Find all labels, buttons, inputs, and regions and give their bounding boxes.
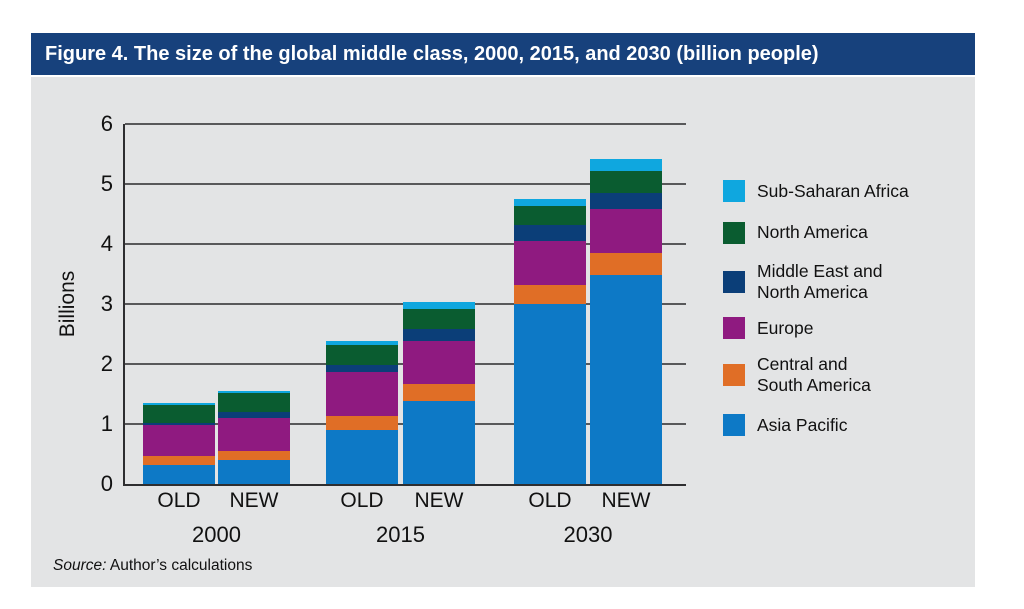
x-bar-label-2000-old: OLD [157, 489, 201, 512]
bar-2030-new [590, 158, 662, 484]
y-tick-label-2: 2 [100, 351, 113, 376]
bar-2015-new-segment-central-and-south-america [403, 383, 475, 402]
bar-2030-old-segment-central-and-south-america [514, 284, 586, 304]
plot-area [123, 123, 686, 486]
bar-2000-old-segment-central-and-south-america [143, 456, 215, 466]
bar-2030-new-segment-central-and-south-america [590, 253, 662, 275]
bar-2015-new-segment-sub-saharan-africa [403, 302, 475, 309]
bar-2000-old-segment-north-america [143, 404, 215, 423]
legend-label: Europe [757, 317, 814, 338]
bar-2000-old-segment-europe [143, 425, 215, 457]
source-note: Source: Author’s calculations [53, 557, 252, 575]
legend-label: Central and South America [757, 354, 871, 395]
bar-2015-new [403, 302, 475, 484]
bar-2000-new-segment-sub-saharan-africa [218, 391, 290, 393]
legend-swatch-asia-pacific [723, 414, 745, 436]
bar-2030-old-segment-sub-saharan-africa [514, 199, 586, 207]
y-tick-label-3: 3 [100, 291, 113, 316]
gridline-y6 [125, 123, 686, 125]
x-group-label-2000: 2000 [192, 522, 241, 547]
legend-item-central-and-south-america: Central and South America [723, 354, 871, 396]
x-group-label-2030: 2030 [563, 522, 613, 547]
bar-2015-old-segment-sub-saharan-africa [326, 341, 398, 346]
bar-2030-new-segment-sub-saharan-africa [590, 158, 662, 172]
bar-2000-new-segment-asia-pacific [218, 460, 290, 484]
bar-2030-new-segment-north-america [590, 171, 662, 194]
bar-2000-new [218, 391, 290, 484]
y-tick-label-0: 0 [100, 471, 113, 496]
bar-2000-new-segment-north-america [218, 392, 290, 412]
bar-2030-old [514, 199, 586, 484]
bar-2015-new-segment-europe [403, 340, 475, 384]
y-tick-label-1: 1 [100, 411, 113, 436]
y-tick-label-6: 6 [100, 111, 113, 136]
gridline-y4 [125, 243, 686, 245]
legend-swatch-north-america [723, 221, 745, 244]
legend-item-sub-saharan-africa: Sub-Saharan Africa [723, 180, 909, 202]
bar-2030-old-segment-europe [514, 241, 586, 285]
bar-2030-new-segment-asia-pacific [590, 274, 662, 484]
y-axis-title: Billions [56, 270, 79, 338]
y-tick-label-5: 5 [100, 171, 113, 196]
x-bar-label-2030-new: NEW [601, 489, 651, 512]
gridline-y5 [125, 183, 686, 185]
x-bar-label-2030-old: OLD [528, 489, 572, 512]
bar-2030-old-segment-north-america [514, 206, 586, 225]
bar-2015-new-segment-north-america [403, 308, 475, 330]
legend-label: Sub-Saharan Africa [757, 180, 909, 201]
y-tick-label-4: 4 [100, 231, 113, 256]
bar-2030-old-segment-middle-east-and-north-america [514, 224, 586, 242]
legend-label: Asia Pacific [757, 414, 848, 435]
x-bar-label-2015-new: NEW [414, 489, 464, 512]
bar-2030-new-segment-europe [590, 209, 662, 254]
figure-title-bar: Figure 4. The size of the global middle … [31, 33, 975, 75]
legend-swatch-sub-saharan-africa [723, 180, 745, 202]
legend-item-north-america: North America [723, 221, 868, 244]
legend-swatch-europe [723, 317, 745, 339]
legend-swatch-middle-east-and-north-america [723, 270, 745, 293]
legend-item-middle-east-and-north-america: Middle East and North America [723, 261, 883, 303]
bar-2000-old-segment-middle-east-and-north-america [143, 422, 215, 426]
bar-2000-old [143, 403, 215, 484]
source-text: Author’s calculations [106, 557, 253, 574]
bar-2030-new-segment-middle-east-and-north-america [590, 193, 662, 210]
bar-2000-old-segment-sub-saharan-africa [143, 403, 215, 405]
legend-item-asia-pacific: Asia Pacific [723, 414, 847, 436]
chart-panel: Billions 0 1 2 3 4 5 6 OLD NEW OLD NEW OLD NEW 2000 2… [31, 77, 975, 587]
x-group-label-2015: 2015 [376, 522, 425, 547]
x-bar-label-2000-new: NEW [229, 489, 279, 512]
bar-2015-old-segment-central-and-south-america [326, 415, 398, 430]
bar-2000-new-segment-middle-east-and-north-america [218, 412, 290, 418]
source-label: Source: [53, 557, 107, 574]
bar-2015-old-segment-asia-pacific [326, 430, 398, 484]
legend-label: North America [757, 222, 868, 242]
bar-2015-new-segment-middle-east-and-north-america [403, 329, 475, 341]
bar-2000-new-segment-central-and-south-america [218, 451, 290, 460]
bar-2000-new-segment-europe [218, 418, 290, 451]
legend-item-europe: Europe [723, 317, 813, 339]
bar-2015-old-segment-north-america [326, 345, 398, 366]
bar-2015-old [326, 341, 398, 484]
bar-2000-old-segment-asia-pacific [143, 465, 215, 484]
bar-2015-new-segment-asia-pacific [403, 401, 475, 484]
x-bar-label-2015-old: OLD [340, 489, 384, 512]
legend-label: Middle East and North America [757, 260, 883, 302]
bar-2015-old-segment-middle-east-and-north-america [326, 365, 398, 373]
legend-swatch-central-and-south-america [723, 364, 745, 386]
figure-title: Figure 4. The size of the global middle … [45, 43, 819, 65]
bar-2015-old-segment-europe [326, 372, 398, 416]
bar-2030-old-segment-asia-pacific [514, 304, 586, 484]
